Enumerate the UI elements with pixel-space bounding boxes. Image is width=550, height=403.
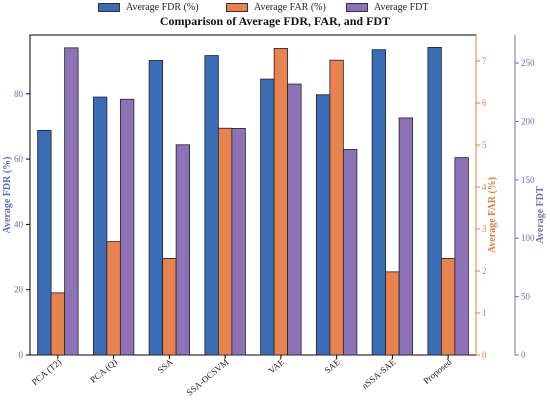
bar-left-0	[37, 129, 52, 356]
bar-right1-4	[273, 48, 289, 356]
bar-right2-5	[342, 149, 358, 356]
bar-right1-3	[217, 127, 233, 356]
legend-item-far: Average FAR (%)	[226, 2, 326, 13]
bar-right2-2	[175, 144, 191, 356]
bar-right2-0	[64, 47, 79, 356]
legend-swatch-fdr	[98, 3, 120, 12]
left-tick-label-4: 80	[14, 89, 24, 99]
bar-left-4	[260, 78, 275, 356]
legend-swatch-far	[226, 3, 248, 12]
right1-tick-label-4: 4	[482, 182, 487, 192]
bar-right1-6	[385, 271, 400, 356]
bar-left-3	[204, 55, 219, 356]
right1-tick-label-5: 5	[482, 140, 487, 150]
x-tick-label-4: VAE	[266, 357, 286, 376]
left-tick-label-2: 40	[14, 219, 24, 229]
right1-tick-label-7: 7	[482, 56, 487, 66]
bar-left-2	[148, 60, 164, 356]
legend-label-far: Average FAR (%)	[254, 2, 326, 13]
right1-tick-label-2: 2	[482, 266, 487, 276]
right2-tick-label-0: 0	[521, 350, 526, 360]
right2-tick-label-5: 250	[521, 58, 535, 68]
right1-tick-label-3: 3	[482, 224, 487, 234]
right2-axis-label: Average FDT	[535, 186, 546, 244]
bar-right2-7	[454, 157, 469, 356]
chart-legend: Average FDR (%) Average FAR (%) Average …	[0, 2, 550, 16]
right2-tick-label-3: 150	[521, 175, 535, 185]
legend-item-fdt: Average FDT	[346, 2, 429, 13]
left-axis-label: Average FDR (%)	[2, 156, 13, 233]
bar-left-7	[427, 47, 442, 356]
legend-label-fdr: Average FDR (%)	[126, 2, 199, 13]
bar-left-5	[315, 94, 331, 356]
right2-tick-label-4: 200	[521, 116, 535, 126]
x-tick-label-5: SAE	[322, 357, 342, 376]
x-tick-label-0: PCA (T2)	[30, 357, 63, 387]
x-tick-label-2: SSA	[156, 357, 175, 376]
right1-tick-label-6: 6	[482, 98, 487, 108]
right1-axis-label: Average FAR (%)	[487, 177, 498, 253]
left-tick-label-1: 20	[14, 285, 24, 295]
right1-tick-label-1: 1	[482, 308, 487, 318]
bar-right2-6	[398, 117, 414, 356]
x-tick-label-1: PCA (Q)	[88, 357, 119, 385]
bar-right1-2	[162, 258, 177, 356]
chart-title: Comparison of Average FDR, FAR, and FDT	[159, 14, 391, 28]
legend-label-fdt: Average FDT	[374, 2, 429, 13]
bar-right2-1	[119, 98, 135, 356]
bar-left-6	[371, 49, 387, 356]
x-tick-label-7: Proposed	[421, 357, 453, 387]
bar-right2-3	[231, 128, 246, 356]
right2-tick-label-1: 50	[521, 292, 531, 302]
x-tick-label-3: SSA-OCSVM	[185, 357, 231, 398]
x-tick-label-6: nSSA-SAE	[360, 357, 398, 391]
left-tick-label-3: 60	[14, 154, 24, 164]
bar-right1-5	[329, 59, 344, 356]
left-tick-label-0: 0	[19, 350, 24, 360]
bar-right1-7	[440, 258, 456, 356]
bar-right1-0	[50, 292, 66, 356]
legend-swatch-fdt	[346, 3, 368, 12]
right1-tick-label-0: 0	[482, 350, 487, 360]
bar-right2-4	[287, 83, 302, 356]
bar-left-1	[92, 96, 108, 356]
legend-item-fdr: Average FDR (%)	[98, 2, 199, 13]
bar-right1-1	[106, 241, 121, 356]
right2-tick-label-2: 100	[521, 233, 535, 243]
